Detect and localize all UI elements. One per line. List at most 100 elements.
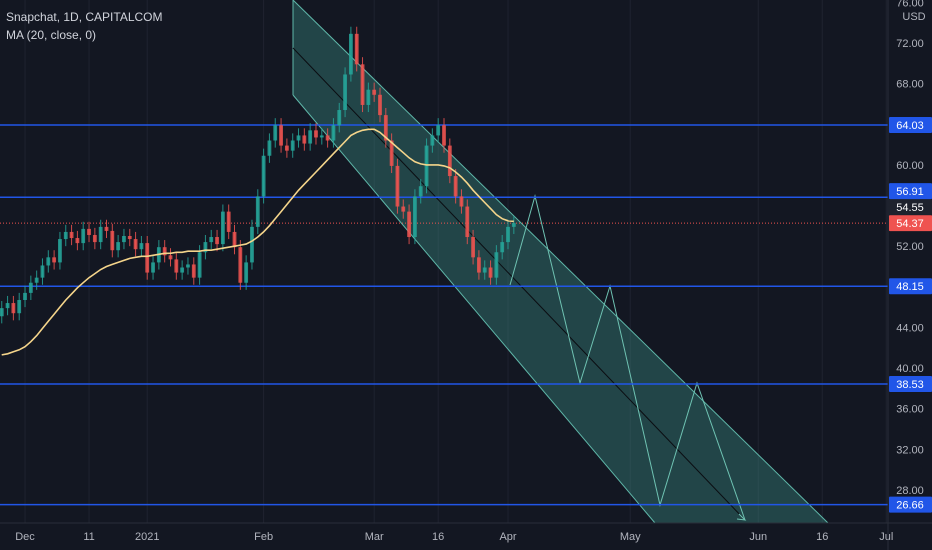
x-tick-label: Mar [365, 531, 384, 543]
candle-body [465, 206, 470, 238]
candle-body [226, 211, 231, 232]
candle-body [122, 236, 126, 243]
price-tag-label: 56.91 [896, 186, 924, 198]
candle-body [284, 145, 289, 151]
candle-body [378, 94, 382, 116]
candle-body [92, 234, 97, 243]
x-tick-label: May [620, 531, 641, 543]
candle-body [0, 308, 4, 317]
candle-body [209, 237, 214, 243]
price-tags: 26.66 38.53 48.15 54.37 54.55 56.91 64.03 [889, 116, 932, 513]
candle-body [395, 165, 400, 207]
candle-body [58, 239, 62, 263]
candle-body [372, 89, 377, 95]
candle-body [261, 155, 266, 197]
candle-body [383, 115, 388, 141]
x-tick-label: 2021 [135, 531, 159, 543]
ma-line [1, 128, 514, 356]
x-tick-label: Jun [749, 531, 767, 543]
price-tag [889, 215, 932, 232]
candle-body [325, 135, 330, 141]
price-tag [889, 116, 932, 133]
price-axis-bg [888, 0, 932, 550]
candle-body [203, 242, 208, 253]
candle-body [482, 267, 487, 273]
time-axis-bg [0, 523, 932, 550]
price-tag-label: 48.15 [896, 281, 924, 293]
candle-body [145, 243, 150, 273]
candle-body [506, 226, 510, 243]
candle-body [69, 231, 74, 239]
candle-body [98, 226, 103, 243]
x-tick-label: Apr [499, 531, 516, 543]
candle-body [5, 303, 10, 309]
price-tag-label: 38.53 [896, 379, 924, 391]
chart-title: Snapchat, 1D, CAPITALCOM [6, 10, 163, 24]
candle-body [127, 236, 132, 240]
candle-body [28, 282, 33, 293]
price-tag [889, 376, 932, 393]
candle-body [162, 247, 167, 256]
y-tick-label: 76.00 [896, 0, 924, 9]
candle-body [302, 135, 307, 144]
y-tick-label: 40.00 [896, 363, 924, 375]
candle-body [337, 110, 342, 126]
candle-body [250, 226, 254, 263]
candle-body [87, 228, 91, 235]
candle-body [279, 125, 283, 146]
candle-body [401, 206, 406, 212]
candle-body [232, 231, 237, 248]
y-tick-label: 28.00 [896, 485, 924, 497]
y-tick-label: 72.00 [896, 38, 924, 50]
y-tick-label: 36.00 [896, 404, 924, 416]
candles [0, 26, 516, 324]
candle-body [360, 64, 365, 105]
candle-body [197, 252, 202, 278]
candle-body [471, 237, 475, 258]
candle-body [244, 262, 249, 283]
price-tag [889, 199, 932, 216]
candle-body [314, 130, 318, 138]
candle-body [215, 237, 219, 245]
price-tag [889, 278, 932, 295]
candle-body [238, 247, 243, 283]
x-tick-label: 16 [432, 531, 444, 543]
x-tick-label: 11 [83, 531, 94, 543]
x-tick-label: Feb [254, 531, 273, 543]
candle-body [52, 257, 57, 263]
candle-body [308, 130, 313, 144]
y-tick-label: 68.00 [896, 79, 924, 91]
projection-arrow [736, 513, 747, 521]
candle-body [319, 135, 324, 138]
candle-body [180, 267, 185, 273]
candle-body [477, 257, 481, 273]
moving-average [1, 128, 514, 356]
candle-body [436, 125, 441, 136]
candle-body [418, 186, 423, 197]
x-tick-label: 16 [816, 531, 828, 543]
candle-body [139, 243, 144, 250]
candle-body [453, 176, 458, 197]
candle-body [104, 226, 109, 231]
candle-body [116, 242, 121, 251]
candle-body [11, 303, 16, 314]
candle-body [220, 211, 225, 245]
candle-body [413, 196, 417, 238]
candle-body [23, 292, 27, 301]
candle-body [348, 33, 353, 75]
candle-body [447, 145, 452, 177]
y-tick-label: 32.00 [896, 444, 924, 456]
price-tag [889, 496, 932, 513]
candle-body [174, 259, 179, 273]
candle-body [191, 264, 196, 278]
candle-body [81, 228, 86, 244]
candle-body [34, 277, 39, 283]
candle-body [366, 89, 371, 105]
candle-body [354, 33, 359, 65]
candle-body [168, 255, 173, 260]
candle-body [133, 239, 138, 250]
